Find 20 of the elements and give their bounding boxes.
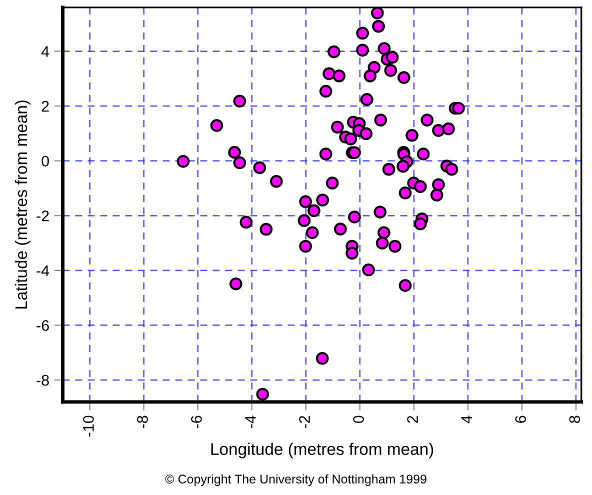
x-tick-label: 6	[515, 416, 526, 423]
x-tick-label: 2	[407, 416, 418, 423]
x-tick-label: 0	[353, 416, 364, 424]
y-tick-label: 4	[41, 46, 50, 57]
x-tick-label: -8	[137, 416, 148, 428]
x-tick-label: 8	[569, 416, 580, 423]
y-tick-label: -2	[36, 210, 49, 222]
y-tick-label: 0	[42, 156, 49, 167]
y-tick-label: 2	[42, 100, 49, 112]
y-tick-label: -8	[36, 374, 49, 386]
x-tick-label: -6	[191, 416, 202, 428]
x-tick-label: 4	[461, 416, 472, 424]
x-tick-label: -2	[299, 416, 310, 428]
text: © Copyright The University of Nottingham 1999	[165, 474, 426, 486]
x-tick-label: -4	[245, 416, 256, 428]
x-tick-label: -10	[83, 416, 94, 437]
y-axis-title: Latitude (metres from mean)	[14, 100, 30, 308]
y-tick-label: -4	[36, 265, 50, 276]
x-axis-title: Longitude (metres from mean)	[211, 442, 434, 458]
y-tick-label: -6	[36, 320, 49, 331]
